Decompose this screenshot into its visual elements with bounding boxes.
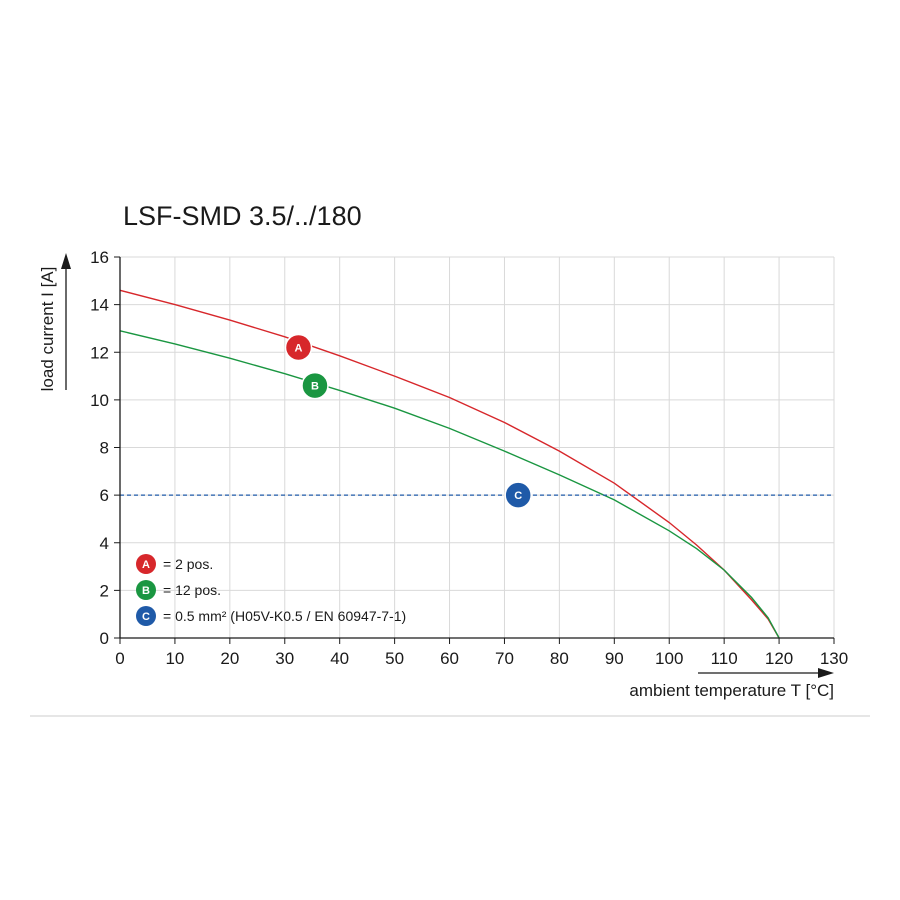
x-tick-label: 0 <box>115 649 124 668</box>
x-axis-arrow-head <box>818 668 834 678</box>
x-tick-label: 70 <box>495 649 514 668</box>
x-tick-label: 120 <box>765 649 793 668</box>
marker-c: C <box>504 481 532 509</box>
legend-text: = 0.5 mm² (H05V-K0.5 / EN 60947-7-1) <box>163 608 406 624</box>
marker-circle <box>284 333 313 362</box>
x-tick-label: 90 <box>605 649 624 668</box>
y-tick-labels: 0 2 4 6 8 10 12 14 16 <box>90 248 109 648</box>
legend-badge-label: A <box>142 559 150 571</box>
x-tick-label: 130 <box>820 649 848 668</box>
y-axis-label: load current I [A] <box>38 267 57 392</box>
y-axis-arrow-head <box>61 253 71 269</box>
y-tick-label: 6 <box>100 486 109 505</box>
legend-badge <box>136 606 156 626</box>
series-line-a <box>119 289 780 639</box>
legend: A = 2 pos. B = 12 pos. C = 0.5 mm² (H05V-K0.5… <box>136 554 406 626</box>
x-tick-label: 10 <box>165 649 184 668</box>
marker-label: A <box>295 342 303 354</box>
y-tick-label: 0 <box>100 629 109 648</box>
marker-label: B <box>311 381 319 393</box>
y-tick-label: 12 <box>90 343 109 362</box>
x-tick-label: 50 <box>385 649 404 668</box>
y-tick-label: 8 <box>100 439 109 458</box>
legend-badge <box>136 554 156 574</box>
marker-circle <box>504 481 532 509</box>
series-line-b <box>119 330 780 639</box>
legend-badge-label: B <box>142 585 150 597</box>
x-tick-labels: 0 10 20 30 40 50 60 70 80 90 100 110 120 130 <box>115 649 848 668</box>
y-tick-label: 14 <box>90 296 109 315</box>
chart-title: LSF-SMD 3.5/../180 <box>123 201 362 231</box>
x-tick-label: 80 <box>550 649 569 668</box>
x-tick-label: 30 <box>275 649 294 668</box>
axes <box>114 256 835 644</box>
series-group <box>119 289 834 639</box>
legend-entry-c: C = 0.5 mm² (H05V-K0.5 / EN 60947-7-1) <box>136 606 406 626</box>
legend-text: = 2 pos. <box>163 556 213 572</box>
x-axis-label: ambient temperature T [°C] <box>629 681 834 700</box>
y-tick-label: 4 <box>100 534 109 553</box>
legend-badge <box>136 580 156 600</box>
marker-circle <box>301 371 329 400</box>
legend-entry-a: A = 2 pos. <box>136 554 213 574</box>
legend-entry-b: B = 12 pos. <box>136 580 221 600</box>
marker-label: C <box>514 490 522 502</box>
legend-badge-label: C <box>142 611 150 623</box>
curve-markers: A B C <box>284 333 532 509</box>
x-tick-label: 110 <box>711 649 738 668</box>
x-tick-label: 20 <box>220 649 239 668</box>
y-tick-label: 2 <box>100 581 109 600</box>
x-tick-label: 100 <box>655 649 683 668</box>
grid <box>119 256 835 639</box>
y-tick-label: 10 <box>90 391 109 410</box>
marker-b: B <box>301 371 329 400</box>
marker-a: A <box>284 333 313 362</box>
x-tick-label: 60 <box>440 649 459 668</box>
y-tick-label: 16 <box>90 248 109 267</box>
x-tick-label: 40 <box>330 649 349 668</box>
legend-text: = 12 pos. <box>163 582 221 598</box>
